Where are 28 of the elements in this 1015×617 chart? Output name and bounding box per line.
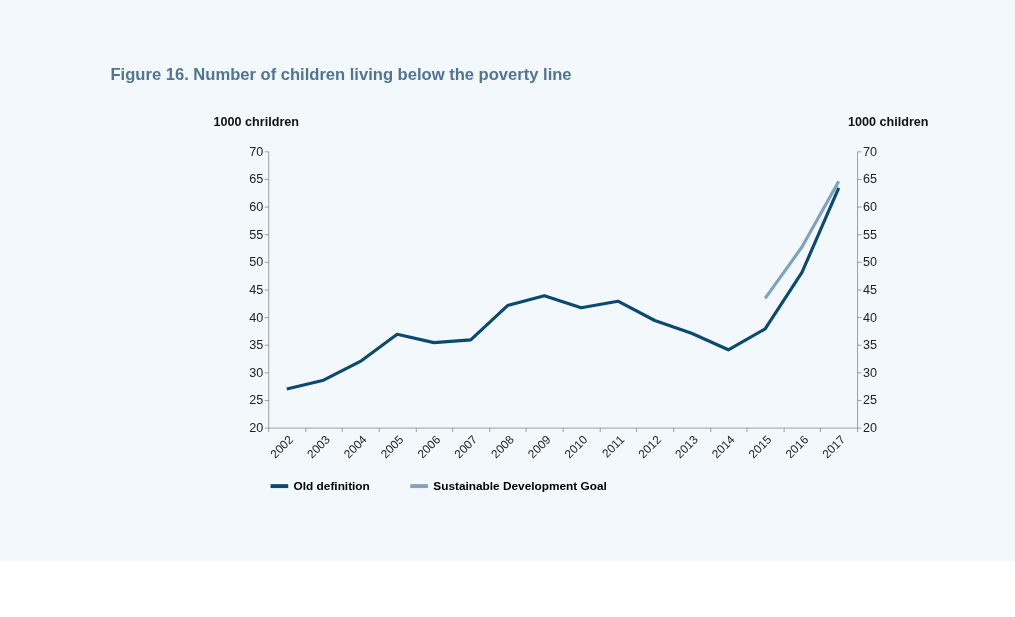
y-tick-label: 30 — [249, 365, 264, 380]
y-tick-label: 35 — [249, 338, 264, 353]
y2-tick-label: 60 — [863, 200, 878, 215]
y2-tick-label: 40 — [863, 310, 878, 325]
y2-tick-label: 50 — [863, 255, 878, 270]
y-tick-label: 70 — [249, 144, 264, 159]
y2-axis-title: 1000 children — [847, 114, 929, 129]
y-tick-label: 50 — [249, 255, 264, 270]
y-tick-label: 60 — [249, 200, 264, 215]
y2-tick-label: 20 — [863, 421, 878, 436]
y-tick-label: 65 — [249, 172, 264, 187]
line-series — [285, 186, 841, 391]
y2-tick-label: 30 — [863, 365, 878, 380]
y-axis-title: 1000 chrildren — [213, 114, 300, 129]
y2-tick-label: 35 — [863, 338, 878, 353]
chart-title: Figure 16. Number of children living below the poverty line — [110, 65, 572, 85]
legend-label: Old definition — [293, 479, 370, 494]
y2-tick-label: 55 — [863, 227, 878, 242]
y-tick-label: 45 — [249, 282, 264, 297]
y-tick-label: 20 — [249, 421, 264, 436]
legend-label: Sustainable Development Goal — [433, 479, 607, 494]
y-tick-label: 55 — [249, 227, 264, 242]
y2-tick-label: 25 — [863, 393, 878, 408]
y-tick-label: 25 — [249, 393, 264, 408]
y-tick-label: 40 — [249, 310, 264, 325]
y2-tick-label: 65 — [863, 172, 878, 187]
y2-tick-label: 45 — [863, 282, 878, 297]
y2-tick-label: 70 — [863, 144, 878, 159]
